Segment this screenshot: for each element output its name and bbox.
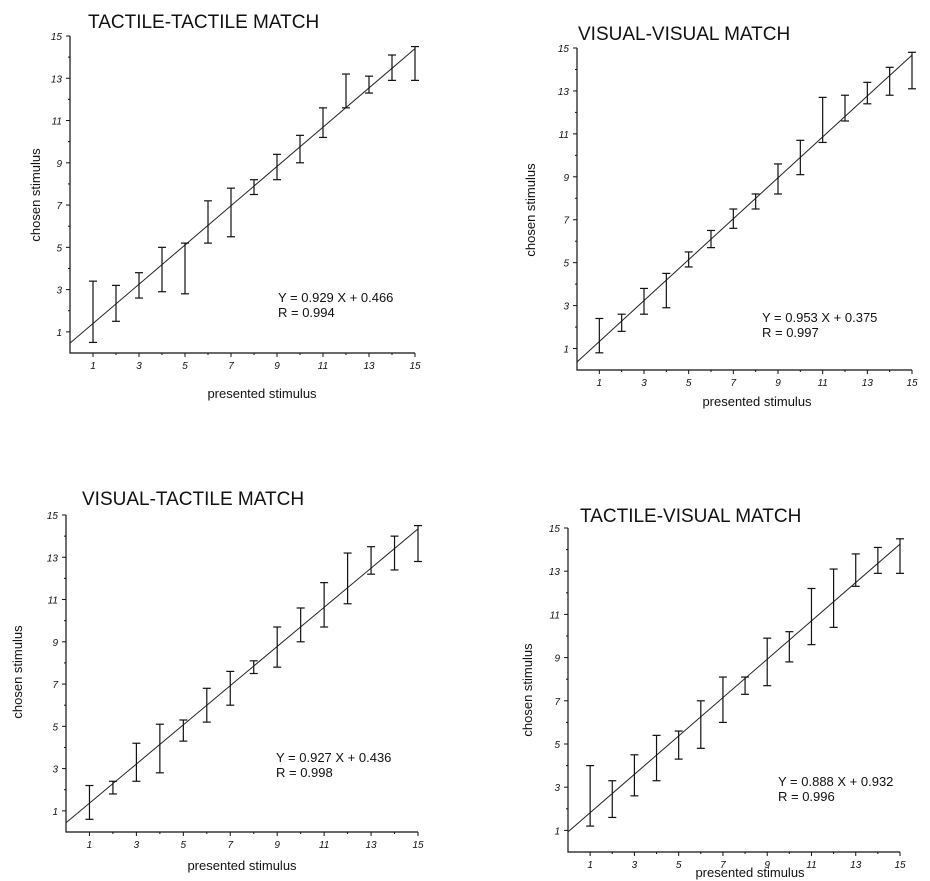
panel2-equation: Y = 0.953 X + 0.375	[762, 310, 877, 325]
panel1-ytick-label: 7	[56, 201, 62, 212]
panel4-ytick-label: 1	[554, 826, 560, 837]
panel2-xtick-label: 11	[817, 378, 827, 389]
panel4-xtick-label: 11	[806, 860, 816, 871]
panel1-xtick-label: 11	[318, 361, 328, 372]
panel2-title: VISUAL-VISUAL MATCH	[578, 24, 790, 45]
panel4-axes	[567, 528, 900, 853]
panel4-xtick-label: 9	[764, 860, 770, 871]
panel1-ytick-label: 3	[56, 286, 62, 297]
panel2-ytick-label: 1	[563, 345, 569, 356]
panel3-y-axis-label: chosen stimulus	[10, 625, 25, 719]
panel3-ytick-label: 3	[52, 765, 58, 776]
panel3-ytick-label: 1	[52, 807, 58, 818]
panel3-ytick-label: 11	[48, 596, 58, 607]
panel3-xtick-label: 1	[87, 840, 93, 851]
panel4-ytick-label: 5	[554, 740, 560, 751]
panel2-xtick-label: 3	[641, 378, 647, 389]
panel4-xtick-label: 13	[850, 860, 862, 871]
panel2-ytick-label: 13	[558, 87, 570, 98]
panel3-ytick-label: 7	[52, 680, 58, 691]
panel1-xtick-label: 3	[136, 361, 142, 372]
panel1-title: TACTILE-TACTILE MATCH	[88, 12, 319, 33]
panel4-regression-line	[567, 543, 901, 833]
panel1-y-axis-label: chosen stimulus	[28, 148, 43, 242]
panel1-xtick-label: 13	[363, 361, 375, 372]
panel2-ytick-label: 7	[563, 216, 569, 227]
panel2-ytick-label: 11	[559, 130, 569, 141]
panel1-xtick-label: 9	[274, 361, 280, 372]
panel2-xtick-label: 9	[775, 378, 781, 389]
panel3-xtick-label: 5	[181, 840, 187, 851]
panel2-y-axis-label: chosen stimulus	[523, 163, 538, 257]
panel3-xtick-label: 11	[319, 840, 329, 851]
panel3-regression-line	[65, 528, 419, 824]
panel1-ytick-label: 1	[56, 328, 62, 339]
panel3-axes	[65, 515, 418, 833]
panel3-ytick-label: 15	[47, 511, 59, 522]
panel3-xtick-label: 9	[274, 840, 280, 851]
panel1-xtick-label: 5	[182, 361, 188, 372]
panel1-axes	[69, 36, 415, 354]
panel2-ytick-label: 9	[563, 173, 569, 184]
panel3-r-value: R = 0.998	[276, 765, 333, 780]
panel4-r-value: R = 0.996	[778, 789, 835, 804]
panel4-ytick-label: 7	[554, 697, 560, 708]
panel4-ytick-label: 13	[549, 567, 561, 578]
panel1-xtick-label: 7	[228, 361, 234, 372]
panel2-ytick-label: 15	[558, 44, 570, 55]
panel2-ytick-label: 3	[563, 302, 569, 313]
panel1-xtick-label: 1	[90, 361, 96, 372]
panel1-ytick-label: 13	[51, 74, 63, 85]
panel2-xtick-label: 13	[862, 378, 874, 389]
panel4-xtick-label: 5	[676, 860, 682, 871]
panel3-ytick-label: 5	[52, 722, 58, 733]
panel4-xtick-label: 1	[587, 860, 593, 871]
panel3-ytick-label: 13	[47, 553, 59, 564]
panel2-xtick-label: 5	[686, 378, 692, 389]
panel1-equation: Y = 0.929 X + 0.466	[278, 290, 393, 305]
panel4-ytick-label: 9	[554, 654, 560, 665]
panel1-ytick-label: 11	[52, 117, 62, 128]
panel2-xtick-label: 15	[906, 378, 918, 389]
panel4-xtick-label: 3	[632, 860, 638, 871]
panel2-regression-line	[576, 54, 913, 363]
panel1-x-axis-label: presented stimulus	[207, 386, 317, 401]
panel4-y-axis-label: chosen stimulus	[520, 643, 535, 737]
panel4-equation: Y = 0.888 X + 0.932	[778, 774, 893, 789]
panel3-x-axis-label: presented stimulus	[187, 858, 297, 873]
panel2-r-value: R = 0.997	[762, 325, 819, 340]
panel3-title: VISUAL-TACTILE MATCH	[82, 489, 304, 510]
panel4-xtick-label: 15	[894, 860, 906, 871]
panel3-xtick-label: 3	[134, 840, 140, 851]
panel4-ytick-label: 11	[550, 610, 560, 621]
panel1-r-value: R = 0.994	[278, 305, 335, 320]
panel3-xtick-label: 7	[227, 840, 233, 851]
panel4-x-axis-label: presented stimulus	[695, 865, 805, 880]
panel4-ytick-label: 15	[549, 524, 561, 535]
panel2-xtick-label: 7	[731, 378, 737, 389]
panel1-ytick-label: 5	[56, 243, 62, 254]
panel4-xtick-label: 7	[720, 860, 726, 871]
panel3-equation: Y = 0.927 X + 0.436	[276, 750, 391, 765]
panel1-xtick-label: 15	[409, 361, 421, 372]
panel1-ytick-label: 9	[56, 159, 62, 170]
panel3-xtick-label: 13	[366, 840, 378, 851]
panel3-xtick-label: 15	[412, 840, 424, 851]
panel1-regression-line	[69, 48, 416, 344]
panel3-ytick-label: 9	[52, 638, 58, 649]
panel4-ytick-label: 3	[554, 783, 560, 794]
panel2-ytick-label: 5	[563, 259, 569, 270]
panel2-x-axis-label: presented stimulus	[702, 394, 812, 409]
panel4-title: TACTILE-VISUAL MATCH	[580, 506, 801, 527]
panel2-xtick-label: 1	[597, 378, 603, 389]
panel1-ytick-label: 15	[51, 32, 63, 43]
